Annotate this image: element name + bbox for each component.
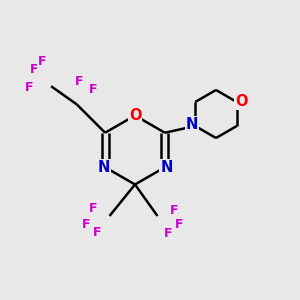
Text: F: F <box>93 226 102 239</box>
Text: F: F <box>89 83 98 96</box>
Text: N: N <box>160 160 172 175</box>
Text: O: O <box>235 94 247 110</box>
Text: N: N <box>98 160 110 175</box>
Text: F: F <box>25 81 34 94</box>
Text: F: F <box>89 202 97 215</box>
Text: F: F <box>38 55 46 68</box>
Text: N: N <box>186 117 198 132</box>
Text: F: F <box>30 63 39 76</box>
Text: F: F <box>175 218 183 232</box>
Text: F: F <box>75 75 84 88</box>
Text: F: F <box>82 218 90 232</box>
Text: O: O <box>129 108 141 123</box>
Text: F: F <box>170 203 178 217</box>
Text: F: F <box>164 227 172 240</box>
